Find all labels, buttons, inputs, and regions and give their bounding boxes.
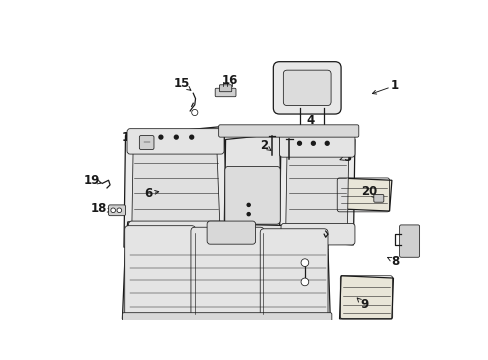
Text: 5: 5	[324, 223, 335, 236]
FancyBboxPatch shape	[399, 225, 419, 257]
FancyBboxPatch shape	[283, 70, 330, 105]
Text: 15: 15	[173, 77, 190, 90]
FancyBboxPatch shape	[215, 88, 236, 97]
Polygon shape	[335, 178, 391, 211]
Circle shape	[325, 141, 328, 145]
Text: 6: 6	[144, 187, 159, 200]
Text: 14: 14	[309, 282, 325, 294]
Text: 1: 1	[372, 79, 398, 94]
Polygon shape	[224, 134, 281, 242]
Circle shape	[246, 203, 250, 206]
Text: 2: 2	[260, 139, 270, 152]
Text: 11: 11	[140, 223, 161, 236]
FancyBboxPatch shape	[122, 313, 331, 325]
Polygon shape	[339, 276, 393, 319]
Text: 7: 7	[257, 250, 267, 264]
Text: 17: 17	[122, 131, 141, 144]
FancyBboxPatch shape	[224, 166, 280, 224]
FancyBboxPatch shape	[108, 205, 125, 216]
Polygon shape	[131, 136, 220, 239]
Circle shape	[111, 208, 115, 213]
FancyBboxPatch shape	[279, 134, 354, 157]
FancyBboxPatch shape	[127, 129, 224, 154]
Polygon shape	[279, 134, 354, 245]
Text: 20: 20	[360, 185, 376, 198]
FancyBboxPatch shape	[218, 125, 358, 137]
FancyBboxPatch shape	[273, 62, 341, 114]
Circle shape	[117, 208, 122, 213]
FancyBboxPatch shape	[281, 223, 354, 245]
Polygon shape	[285, 142, 348, 239]
Circle shape	[191, 109, 198, 116]
Circle shape	[301, 259, 308, 266]
Circle shape	[297, 141, 301, 145]
Text: 18: 18	[91, 202, 111, 215]
FancyBboxPatch shape	[219, 85, 231, 92]
Circle shape	[159, 135, 163, 139]
Text: 10: 10	[202, 302, 218, 318]
Text: 4: 4	[303, 114, 314, 131]
Circle shape	[246, 213, 250, 216]
Circle shape	[189, 135, 193, 139]
Text: 13: 13	[300, 266, 316, 279]
Polygon shape	[122, 245, 329, 319]
Polygon shape	[125, 222, 327, 249]
Text: 19: 19	[83, 174, 101, 187]
Text: 3: 3	[339, 150, 350, 164]
FancyBboxPatch shape	[139, 136, 154, 149]
FancyBboxPatch shape	[207, 221, 255, 244]
Text: 16: 16	[222, 74, 238, 90]
Text: 8: 8	[387, 255, 398, 267]
Circle shape	[301, 278, 308, 286]
FancyBboxPatch shape	[260, 229, 327, 320]
FancyBboxPatch shape	[124, 226, 195, 316]
FancyBboxPatch shape	[373, 194, 383, 202]
Text: 9: 9	[356, 298, 367, 311]
Circle shape	[311, 141, 315, 145]
Text: 12: 12	[400, 231, 418, 244]
FancyBboxPatch shape	[190, 227, 264, 318]
Circle shape	[174, 135, 178, 139]
FancyBboxPatch shape	[128, 221, 225, 244]
Polygon shape	[123, 126, 227, 247]
